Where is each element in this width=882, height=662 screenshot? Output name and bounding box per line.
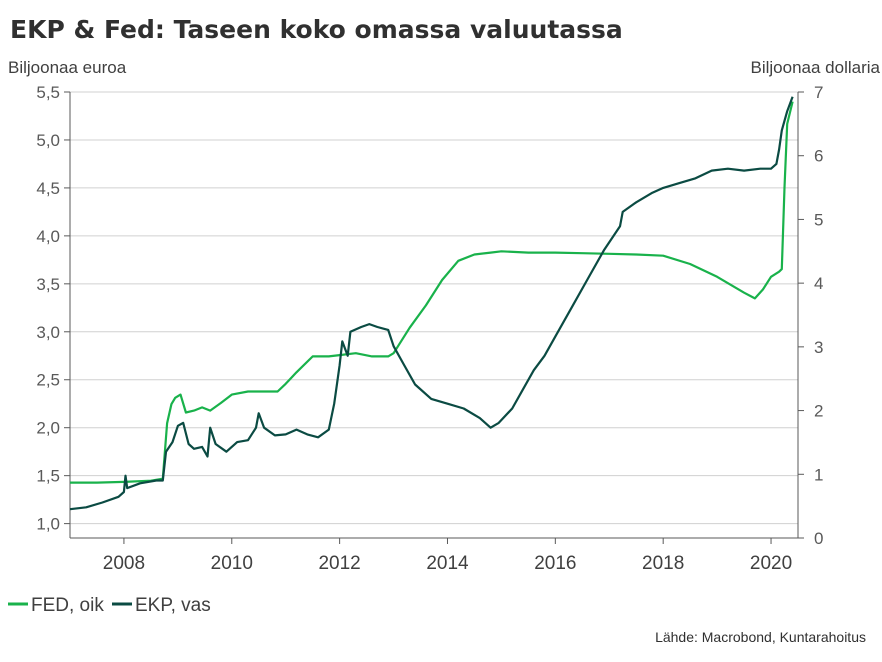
right-tick-label-3: 3: [814, 338, 823, 357]
left-tick-label-9: 5,5: [36, 83, 60, 102]
legend-label-fed: FED, oik: [31, 595, 104, 616]
right-tick-label-0: 0: [814, 529, 823, 548]
left-axis: 1,0 1,5 2,0 2,5 3,0 3,5 4,0 4,5 5,0 5,5: [36, 83, 71, 538]
left-tick-label-5: 3,5: [36, 275, 60, 294]
right-tick-label-4: 4: [814, 274, 823, 293]
x-axis: 2008 2010 2012 2014 2016 2018 2020: [70, 537, 798, 574]
left-tick-label-4: 3,0: [36, 323, 60, 342]
series-layer: [69, 96, 794, 511]
gridlines: [70, 91, 798, 525]
left-axis-title: Biljoonaa euroa: [8, 58, 127, 77]
left-tick-label-6: 4,0: [36, 227, 60, 246]
x-tick-label-0: 2008: [103, 553, 145, 574]
right-tick-label-1: 1: [814, 465, 823, 484]
right-tick-label-6: 6: [814, 147, 823, 166]
series-line-ekp: [69, 96, 794, 511]
source-note: Lähde: Macrobond, Kuntarahoitus: [655, 629, 866, 645]
left-tick-label-1: 1,5: [36, 467, 60, 486]
right-tick-label-2: 2: [814, 402, 823, 421]
x-tick-label-3: 2014: [426, 553, 469, 574]
x-tick-label-4: 2016: [534, 553, 576, 574]
x-tick-label-1: 2010: [211, 553, 253, 574]
left-tick-label-8: 5,0: [36, 131, 60, 150]
series-line-fed: [70, 101, 794, 484]
x-tick-label-6: 2020: [750, 553, 792, 574]
right-tick-label-5: 5: [814, 210, 823, 229]
legend-label-ekp: EKP, vas: [135, 595, 211, 616]
x-tick-label-2: 2012: [318, 553, 360, 574]
left-tick-label-7: 4,5: [36, 179, 60, 198]
right-axis: 0 1 2 3 4 5 6 7: [797, 83, 823, 548]
right-axis-title: Biljoonaa dollaria: [751, 58, 881, 77]
chart-title: EKP & Fed: Taseen koko omassa valuutassa: [10, 15, 623, 44]
right-tick-label-7: 7: [814, 83, 823, 102]
x-tick-label-5: 2018: [642, 553, 684, 574]
left-tick-label-3: 2,5: [36, 371, 60, 390]
left-tick-label-0: 1,0: [36, 515, 60, 534]
left-tick-label-2: 2,0: [36, 419, 60, 438]
legend: FED, oik EKP, vas: [8, 595, 211, 616]
